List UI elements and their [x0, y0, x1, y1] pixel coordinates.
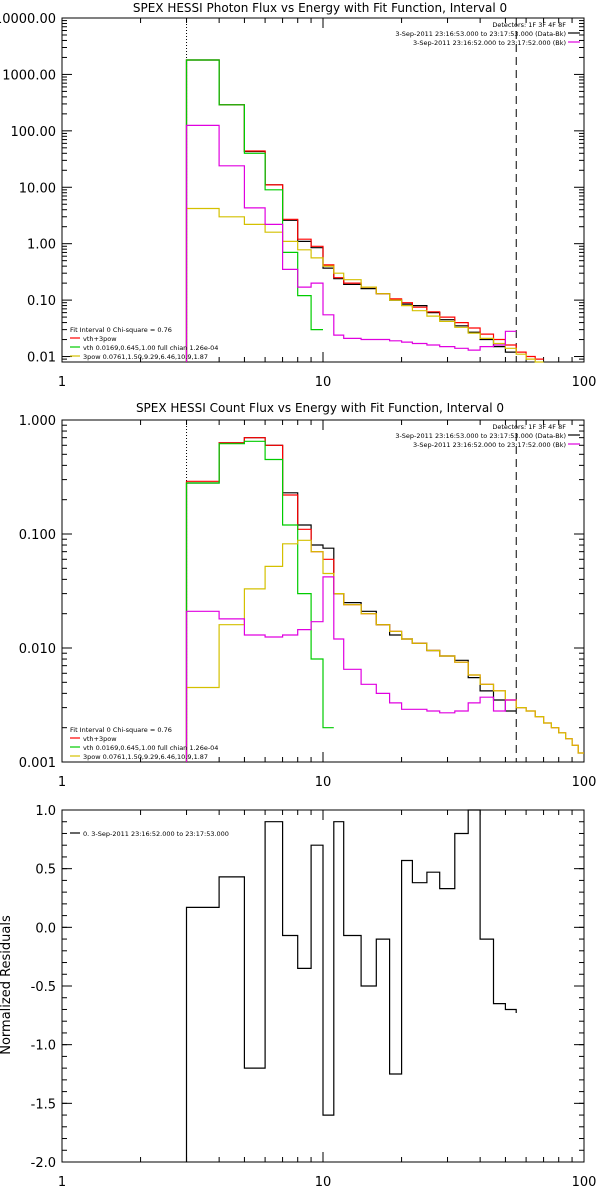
legend-entry: 3-Sep-2011 23:16:52.000 to 23:17:52.000 … [413, 441, 566, 449]
panel3-axes: 1 10 100 -2.0 -1.5 -1.0 -0.5 0.0 0.5 1.0 [31, 804, 597, 1190]
y-tick-label: -1.5 [31, 1097, 56, 1112]
y-tick-label: 0.010 [19, 642, 56, 657]
series-3pow [185, 539, 584, 762]
legend-entry: Detectors: 1F 3F 4F 8F [492, 21, 566, 29]
photon-flux-panel: SPEX HESSI Photon Flux vs Energy with Fi… [0, 1, 596, 390]
y-tick-label: 0.01 [27, 351, 56, 366]
legend-entry: 3pow 0.0761,1.50,9.29,6.46,10.9,1.87 [83, 353, 208, 361]
legend-entry: 0. 3-Sep-2011 23:16:52.000 to 23:17:53.0… [83, 830, 229, 838]
panel2-title: SPEX HESSI Count Flux vs Energy with Fit… [136, 401, 504, 415]
panel3-legends: 0. 3-Sep-2011 23:16:52.000 to 23:17:53.0… [70, 830, 229, 838]
series-data-bk [185, 437, 517, 762]
y-tick-label: -2.0 [31, 1156, 56, 1171]
panel1-title: SPEX HESSI Photon Flux vs Energy with Fi… [133, 1, 507, 15]
y-tick-label: 1.0 [35, 804, 56, 819]
series-bk [185, 124, 517, 362]
y-tick-label: 0.001 [19, 756, 56, 771]
y-tick-label: 0.0 [35, 921, 56, 936]
panel1-series [185, 59, 544, 363]
series-vth [185, 440, 334, 762]
legend-entry: vth 0.0169,0.645,1.00 full chian 1.26e-0… [83, 344, 218, 352]
x-tick-label: 10 [315, 375, 332, 390]
x-tick-label: 10 [315, 1175, 332, 1190]
legend-entry: Detectors: 1F 3F 4F 8F [492, 423, 566, 431]
residuals-panel: Normalized Residuals 1 10 100 -2.0 -1.5 -1.0 -… [0, 804, 596, 1190]
y-tick-label: -1.0 [31, 1039, 56, 1054]
y-tick-label: 0.100 [19, 528, 56, 543]
legend-entry: Fit Interval 0 Chi-square = 0.76 [70, 326, 172, 334]
series-vth [185, 59, 323, 362]
x-tick-label: 100 [572, 775, 597, 790]
x-tick-label: 100 [572, 1175, 597, 1190]
panel2-axes: 1 10 100 0.001 0.010 0.100 1.000 [19, 414, 597, 790]
y-tick-label: 100.00 [11, 125, 57, 140]
legend-entry: 3-Sep-2011 23:16:53.000 to 23:17:53.000 … [395, 432, 566, 440]
x-tick-label: 1 [58, 1175, 66, 1190]
series-bk [185, 576, 517, 762]
legend-entry: vth+3pow [83, 735, 117, 743]
panel3-series [185, 809, 517, 1162]
series-vth-3pow [185, 437, 584, 762]
y-tick-label: 0.10 [27, 294, 56, 309]
legend-entry: 3pow 0.0761,1.50,9.29,6.46,10.9,1.87 [83, 753, 208, 761]
legend-entry: vth 0.0169,0.645,1.00 full chian 1.26e-0… [83, 744, 218, 752]
count-flux-panel: SPEX HESSI Count Flux vs Energy with Fit… [19, 401, 597, 790]
y-tick-label: 10.00 [19, 181, 56, 196]
panel2-series [185, 437, 584, 762]
legend-entry: 3-Sep-2011 23:16:52.000 to 23:17:52.000 … [413, 39, 566, 47]
x-tick-label: 10 [315, 775, 332, 790]
y-tick-label: 1.000 [19, 414, 56, 429]
legend-entry: Fit Interval 0 Chi-square = 0.76 [70, 726, 172, 734]
panel1-legends: Detectors: 1F 3F 4F 8F3-Sep-2011 23:16:5… [70, 21, 580, 361]
y-tick-label: -0.5 [31, 980, 56, 995]
x-tick-label: 1 [58, 375, 66, 390]
y-tick-label: 0.5 [35, 863, 56, 878]
series-residuals [185, 809, 517, 1162]
x-tick-label: 1 [58, 775, 66, 790]
legend-entry: 3-Sep-2011 23:16:53.000 to 23:17:53.000 … [395, 30, 566, 38]
legend-entry: vth+3pow [83, 335, 117, 343]
panel2-legends: Detectors: 1F 3F 4F 8F3-Sep-2011 23:16:5… [70, 423, 580, 761]
y-tick-label: 1000.00 [2, 68, 56, 83]
y-tick-label: 10000.00 [0, 12, 56, 27]
panel3-ylabel: Normalized Residuals [0, 915, 14, 1055]
y-tick-label: 1.00 [27, 238, 56, 253]
x-tick-label: 100 [572, 375, 597, 390]
